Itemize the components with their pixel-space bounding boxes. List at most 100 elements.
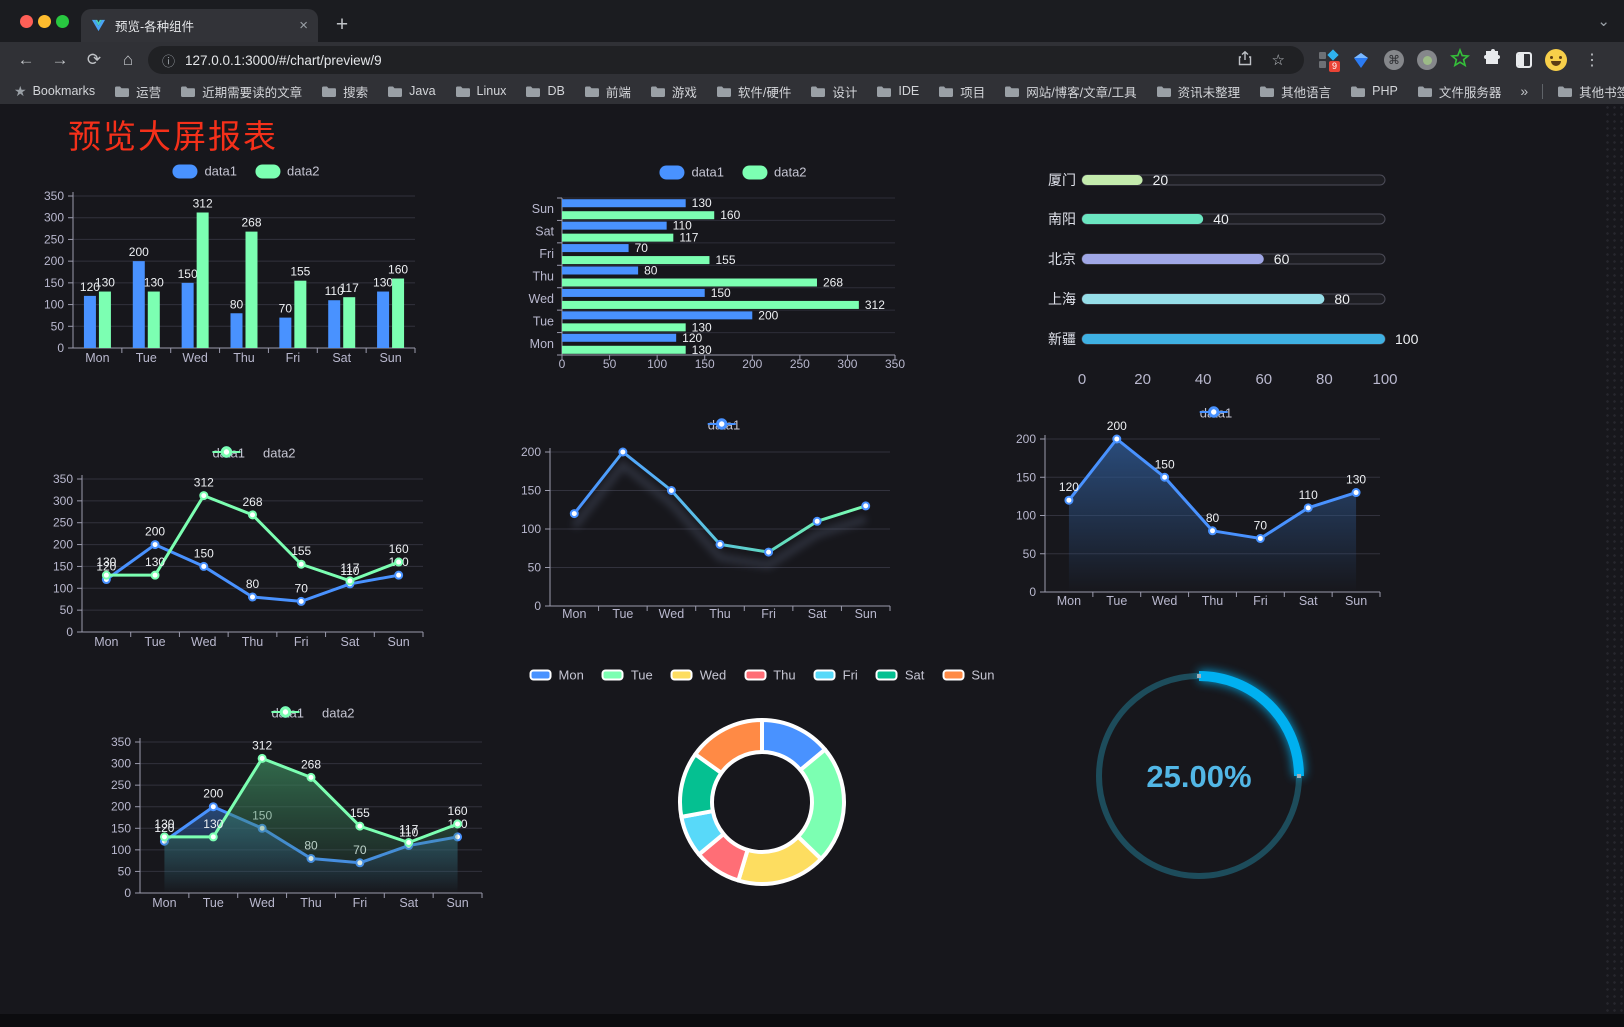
- window-fullscreen-button[interactable]: [56, 15, 69, 28]
- command-extension-icon[interactable]: ⌘: [1384, 50, 1404, 70]
- legend-item-Sat[interactable]: Sat: [875, 668, 924, 683]
- browser-menu-icon[interactable]: ⋮: [1584, 52, 1600, 69]
- legend-item-data2[interactable]: data2: [271, 706, 355, 721]
- bookmark-folder[interactable]: 资讯未整理: [1156, 82, 1240, 101]
- legend-item-Tue[interactable]: Tue: [601, 668, 653, 683]
- other-bookmarks-folder[interactable]: 其他书签: [1557, 82, 1624, 101]
- legend-item-data1[interactable]: data1: [707, 418, 740, 433]
- profile-avatar[interactable]: [1545, 49, 1567, 71]
- window-minimize-button[interactable]: [38, 15, 51, 28]
- chart-line-area-single[interactable]: 0 50 100 150 200 Mon Tue Wed Thu Fri Sat Sun 120 200 1…: [975, 395, 1395, 620]
- star-extension-icon[interactable]: [1449, 47, 1471, 73]
- bookmark-folder[interactable]: 网站/博客/文章/工具: [1004, 82, 1137, 101]
- bookmarks-overflow-chevron[interactable]: »: [1520, 83, 1529, 99]
- svg-text:300: 300: [53, 494, 73, 508]
- legend-item-Sun[interactable]: Sun: [942, 668, 994, 683]
- bookmark-folder[interactable]: 设计: [810, 82, 857, 101]
- recorder-extension-icon[interactable]: [1417, 50, 1437, 70]
- tab-search-chevron-icon[interactable]: ⌄: [1597, 13, 1610, 30]
- bookmark-folder[interactable]: 搜索: [321, 82, 368, 101]
- svg-text:250: 250: [111, 778, 131, 792]
- legend-item-data2[interactable]: data2: [255, 164, 320, 179]
- legend-item-Thu[interactable]: Thu: [744, 668, 796, 683]
- bookmark-folder[interactable]: Java: [387, 84, 436, 98]
- svg-text:300: 300: [44, 211, 64, 225]
- legend-swatch: [601, 669, 624, 681]
- bookmark-star-icon[interactable]: ☆: [1271, 52, 1285, 69]
- folder-icon: [811, 86, 826, 97]
- bookmark-folder[interactable]: 近期需要读的文章: [180, 82, 302, 101]
- folder-icon: [115, 86, 130, 97]
- legend-label: Sun: [971, 667, 995, 683]
- bookmark-folder[interactable]: 软件/硬件: [716, 82, 791, 101]
- bookmark-folder[interactable]: 项目: [938, 82, 985, 101]
- legend-item-Wed[interactable]: Wed: [670, 668, 726, 683]
- bookmark-folder[interactable]: 文件服务器: [1417, 82, 1502, 101]
- svg-text:0: 0: [57, 341, 64, 355]
- chart-donut[interactable]: Mon Tue Wed Thu Fri Sat Sun: [529, 660, 994, 905]
- chart-progress-bars[interactable]: 厦门 20 南阳 40 北京 60 上海 80 新疆 100 0 20 40 60 80 100: [985, 150, 1419, 395]
- svg-text:Sat: Sat: [399, 896, 418, 910]
- bookmark-folder[interactable]: 运营: [114, 82, 161, 101]
- bookmark-root[interactable]: ★ Bookmarks: [14, 83, 95, 100]
- folder-icon: [1260, 86, 1275, 97]
- svg-text:117: 117: [399, 823, 418, 837]
- svg-text:80: 80: [1334, 291, 1350, 307]
- bookmark-folder[interactable]: PHP: [1350, 84, 1398, 98]
- bookmark-folder[interactable]: Linux: [455, 84, 507, 98]
- bookmark-folder[interactable]: 前端: [584, 82, 631, 101]
- legend-item-data2[interactable]: data2: [212, 446, 296, 461]
- svg-text:Mon: Mon: [530, 337, 554, 351]
- address-bar[interactable]: ⓘ 127.0.0.1:3000/#/chart/preview/9 ☆: [148, 46, 1304, 74]
- url-text[interactable]: 127.0.0.1:3000/#/chart/preview/9: [185, 52, 382, 68]
- forward-icon[interactable]: →: [51, 50, 69, 69]
- chart-line-two-series[interactable]: 0 50 100 150 200 250 300 350 Mon Tue Wed Thu Fri Sat S…: [30, 430, 462, 662]
- bookmark-folder[interactable]: 其他语言: [1259, 82, 1331, 101]
- bookmark-folder[interactable]: 游戏: [650, 82, 697, 101]
- bookmark-folder[interactable]: IDE: [876, 84, 919, 98]
- chart-gauge[interactable]: 25.00%: [1090, 665, 1310, 893]
- site-info-icon[interactable]: ⓘ: [162, 53, 176, 69]
- svg-text:110: 110: [399, 826, 418, 840]
- reload-icon[interactable]: ⟳: [86, 50, 102, 69]
- svg-text:25.00%: 25.00%: [1146, 759, 1251, 794]
- legend-item-data1[interactable]: data1: [659, 165, 724, 180]
- svg-text:160: 160: [448, 804, 468, 818]
- legend-item-data2[interactable]: data2: [742, 165, 807, 180]
- bookmark-folder-label: 游戏: [671, 85, 697, 100]
- extension-badged-icon[interactable]: 9: [1318, 49, 1340, 72]
- chart-line-area-double[interactable]: 0 50 100 150 200 250 300 350 Mon Tue Wed Thu Fri Sat S…: [95, 695, 515, 923]
- legend-item-Mon[interactable]: Mon: [529, 668, 584, 683]
- dark-mode-extension-icon[interactable]: [1516, 52, 1532, 68]
- chart-horizontal-bar[interactable]: 0 50 100 150 200 250 300 350 Mon 120 130 Tue 200 130 W…: [500, 150, 920, 378]
- browser-tab[interactable]: 预览-各种组件 ×: [81, 9, 318, 42]
- legend-item-data1[interactable]: data1: [172, 164, 237, 179]
- svg-text:150: 150: [711, 286, 731, 300]
- bookmark-folder[interactable]: DB: [525, 84, 565, 98]
- legend-item-data1[interactable]: data1: [1199, 406, 1232, 421]
- chart-line-gradient[interactable]: 0 50 100 150 200 Mon Tue Wed Thu Fri Sat Sun data1: [500, 405, 920, 633]
- gem-extension-icon[interactable]: [1351, 50, 1371, 70]
- extensions-puzzle-icon[interactable]: [1483, 48, 1503, 73]
- share-icon[interactable]: [1233, 50, 1257, 70]
- chart-legend: data1: [707, 418, 740, 433]
- legend-swatch: [744, 669, 767, 681]
- bookmark-folder-label: 软件/硬件: [737, 85, 792, 100]
- svg-text:70: 70: [295, 581, 309, 595]
- bookmark-folder-label: 前端: [605, 85, 631, 100]
- bookmark-folder-label: Linux: [476, 84, 507, 98]
- svg-text:200: 200: [1107, 419, 1127, 433]
- chart-grouped-bar[interactable]: 0 50 100 150 200 250 300 350 Mon Tue Wed Thu Fri Sat S…: [30, 150, 462, 380]
- back-icon[interactable]: ←: [17, 50, 35, 69]
- new-tab-button[interactable]: +: [335, 13, 349, 36]
- svg-text:312: 312: [193, 197, 213, 211]
- svg-text:Thu: Thu: [1202, 594, 1224, 608]
- legend-line-marker: [707, 418, 736, 430]
- home-icon[interactable]: ⌂: [122, 50, 134, 69]
- tab-close-icon[interactable]: ×: [299, 17, 308, 34]
- svg-text:130: 130: [373, 276, 393, 290]
- bookmark-folder-label: 文件服务器: [1438, 85, 1502, 100]
- window-close-button[interactable]: [20, 15, 33, 28]
- legend-item-Fri[interactable]: Fri: [813, 668, 858, 683]
- svg-text:0: 0: [124, 886, 131, 900]
